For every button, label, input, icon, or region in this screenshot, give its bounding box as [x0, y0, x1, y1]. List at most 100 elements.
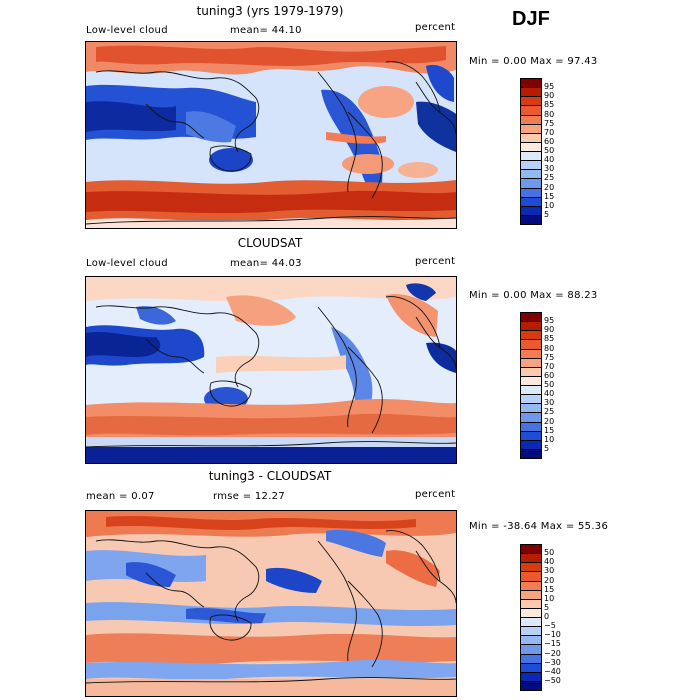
- colorbar-tick-label: 0: [544, 612, 550, 621]
- colorbar-swatch: [521, 331, 541, 341]
- colorbar-tick-label: −20: [544, 648, 561, 658]
- colorbar-swatch: [521, 422, 541, 432]
- colorbar-swatch: [521, 358, 541, 368]
- colorbar-swatch: [521, 654, 541, 664]
- colorbar-tick-label: 30: [544, 164, 555, 174]
- colorbar-swatch: [521, 572, 541, 582]
- colorbar-swatch: [521, 590, 541, 600]
- colorbar-tick-label: 75: [544, 118, 555, 128]
- panel-title: tuning3 (yrs 1979-1979): [196, 4, 344, 18]
- map-plot: [85, 276, 457, 464]
- colorbar-swatch: [521, 618, 541, 628]
- colorbar-swatch: [521, 645, 541, 655]
- colorbar-tick-label: 20: [544, 416, 555, 426]
- panel-rmse-label: rmse = 12.27: [213, 491, 286, 502]
- colorbar-swatch: [521, 545, 541, 555]
- colorbar-tick-label: 30: [544, 398, 555, 408]
- panel-title: CLOUDSAT: [237, 236, 303, 250]
- colorbar-segments: [520, 544, 542, 691]
- panel-minmax-label: Min = 0.00 Max = 97.43: [469, 56, 598, 67]
- colorbar-tick-label: 60: [544, 136, 555, 146]
- colorbar: 95 90 85 80 75 70 60 50 40 30 25 20 15 10 5: [520, 78, 580, 226]
- colorbar-tick-label: 40: [544, 389, 555, 399]
- panel-minmax-label: Min = -38.64 Max = 55.36: [469, 521, 609, 532]
- colorbar-tick-label: 80: [544, 109, 555, 119]
- colorbar-tick-label: −40: [544, 666, 561, 676]
- colorbar-swatch: [521, 215, 541, 225]
- colorbar-tick-label: 70: [544, 361, 555, 371]
- colorbar-swatch: [521, 206, 541, 216]
- colorbar-tick-label: 10: [544, 434, 555, 444]
- colorbar-segments: [520, 78, 542, 225]
- colorbar-tick-label: 5: [544, 209, 550, 219]
- colorbar-swatch: [521, 170, 541, 180]
- colorbar-tick-label: 95: [544, 82, 555, 92]
- colorbar-tick-label: 20: [544, 182, 555, 192]
- map-plot: [85, 510, 457, 697]
- panel-unit-label: percent: [415, 489, 456, 500]
- colorbar-tick-label: −15: [544, 639, 561, 649]
- panel-minmax-label: Min = 0.00 Max = 88.23: [469, 290, 598, 301]
- colorbar-swatch: [521, 124, 541, 134]
- colorbar-swatch: [521, 440, 541, 450]
- colorbar-tick-label: 25: [544, 173, 555, 183]
- colorbar-tick-label: 70: [544, 127, 555, 137]
- colorbar-swatch: [521, 431, 541, 441]
- colorbar-tick-label: 50: [544, 548, 555, 558]
- colorbar-swatch: [521, 115, 541, 125]
- colorbar-tick-label: 25: [544, 407, 555, 417]
- colorbar-tick-label: −5: [544, 621, 556, 631]
- colorbar-tick-label: −50: [544, 675, 561, 685]
- colorbar-swatch: [521, 340, 541, 350]
- colorbar-swatch: [521, 161, 541, 171]
- colorbar-tick-label: 80: [544, 343, 555, 353]
- colorbar-swatch: [521, 681, 541, 691]
- colorbar-tick-label: 40: [544, 557, 555, 567]
- colorbar-tick-label: 85: [544, 100, 555, 110]
- panel-mean-label: mean= 44.10: [230, 25, 302, 36]
- colorbar-swatch: [521, 313, 541, 323]
- colorbar: 50 40 30 20 15 10 5 0 −5 −10 −15 −20 −30 −40 −50: [520, 544, 580, 692]
- colorbar-swatch: [521, 608, 541, 618]
- colorbar-tick-label: −30: [544, 657, 561, 667]
- colorbar-tick-label: 15: [544, 425, 555, 435]
- colorbar-swatch: [521, 636, 541, 646]
- colorbar-tick-label: 15: [544, 584, 555, 594]
- colorbar-tick-label: 10: [544, 200, 555, 210]
- colorbar-swatch: [521, 599, 541, 609]
- colorbar-swatch: [521, 152, 541, 162]
- colorbar-tick-label: 90: [544, 91, 555, 101]
- panel-variable-label: Low-level cloud: [86, 25, 168, 36]
- colorbar-swatch: [521, 367, 541, 377]
- colorbar-tick-label: 90: [544, 325, 555, 335]
- colorbar-tick-label: 60: [544, 370, 555, 380]
- colorbar-swatch: [521, 376, 541, 386]
- panel-mean-label: mean= 44.03: [230, 258, 302, 269]
- panel-unit-label: percent: [415, 256, 456, 267]
- colorbar: 95 90 85 80 75 70 60 50 40 30 25 20 15 10 5: [520, 312, 580, 460]
- colorbar-swatch: [521, 404, 541, 414]
- cloud-field: [86, 42, 456, 228]
- cloud-difference-field: [86, 511, 456, 696]
- colorbar-tick-label: 75: [544, 352, 555, 362]
- colorbar-tick-label: 20: [544, 575, 555, 585]
- colorbar-tick-label: 50: [544, 146, 555, 155]
- colorbar-tick-label: 85: [544, 334, 555, 344]
- colorbar-tick-label: 5: [544, 443, 550, 453]
- colorbar-swatch: [521, 554, 541, 564]
- colorbar-swatch: [521, 672, 541, 682]
- colorbar-swatch: [521, 179, 541, 189]
- colorbar-swatch: [521, 386, 541, 396]
- panel-unit-label: percent: [415, 22, 456, 33]
- colorbar-swatch: [521, 627, 541, 637]
- colorbar-swatch: [521, 581, 541, 591]
- colorbar-swatch: [521, 449, 541, 459]
- colorbar-swatch: [521, 413, 541, 423]
- colorbar-swatch: [521, 322, 541, 332]
- colorbar-tick-label: 40: [544, 155, 555, 165]
- colorbar-swatch: [521, 79, 541, 89]
- cloud-field: [86, 277, 456, 463]
- colorbar-swatch: [521, 663, 541, 673]
- colorbar-swatch: [521, 142, 541, 152]
- colorbar-tick-label: 30: [544, 566, 555, 576]
